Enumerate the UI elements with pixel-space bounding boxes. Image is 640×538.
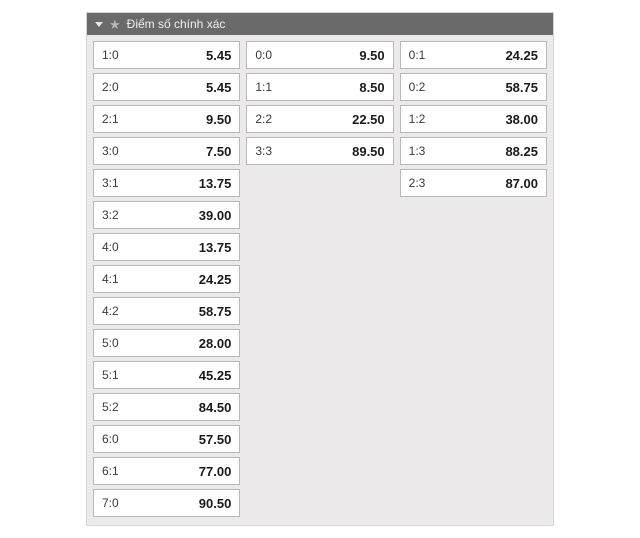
score-label: 1:1: [255, 80, 272, 94]
score-label: 4:0: [102, 240, 119, 254]
odds-value: 5.45: [206, 48, 231, 63]
odds-cell[interactable]: 0:1 24.25: [400, 41, 547, 69]
odds-cell[interactable]: 2:2 22.50: [246, 105, 393, 133]
odds-value: 28.00: [199, 336, 232, 351]
odds-value: 89.50: [352, 144, 385, 159]
odds-cell[interactable]: 3:3 89.50: [246, 137, 393, 165]
odds-column-0: 1:05.452:05.452:19.503:07.503:113.753:23…: [93, 41, 240, 517]
panel-title: Điểm số chính xác: [127, 17, 226, 31]
score-label: 0:0: [255, 48, 272, 62]
odds-columns: 1:05.452:05.452:19.503:07.503:113.753:23…: [87, 35, 553, 517]
odds-value: 24.25: [505, 48, 538, 63]
odds-cell[interactable]: 3:1 13.75: [93, 169, 240, 197]
odds-value: 9.50: [206, 112, 231, 127]
score-label: 5:0: [102, 336, 119, 350]
odds-cell[interactable]: 4:0 13.75: [93, 233, 240, 261]
odds-value: 88.25: [505, 144, 538, 159]
odds-cell[interactable]: 2:3 87.00: [400, 169, 547, 197]
score-label: 3:1: [102, 176, 119, 190]
score-label: 3:0: [102, 144, 119, 158]
odds-cell[interactable]: 5:1 45.25: [93, 361, 240, 389]
odds-cell[interactable]: 0:2 58.75: [400, 73, 547, 101]
odds-value: 7.50: [206, 144, 231, 159]
score-label: 3:2: [102, 208, 119, 222]
odds-cell[interactable]: 3:0 7.50: [93, 137, 240, 165]
odds-cell[interactable]: 5:0 28.00: [93, 329, 240, 357]
odds-value: 77.00: [199, 464, 232, 479]
odds-cell[interactable]: 0:0 9.50: [246, 41, 393, 69]
score-label: 5:1: [102, 368, 119, 382]
odds-value: 90.50: [199, 496, 232, 511]
odds-value: 58.75: [505, 80, 538, 95]
odds-column-1: 0:0 9.50 1:1 8.50 2:2 22.50 3:3 89.50: [246, 41, 393, 165]
odds-value: 24.25: [199, 272, 232, 287]
score-label: 4:1: [102, 272, 119, 286]
odds-cell[interactable]: 7:0 90.50: [93, 489, 240, 517]
odds-cell[interactable]: 1:2 38.00: [400, 105, 547, 133]
odds-cell[interactable]: 1:3 88.25: [400, 137, 547, 165]
odds-value: 39.00: [199, 208, 232, 223]
favorite-star-icon[interactable]: ★: [109, 18, 121, 31]
score-label: 2:0: [102, 80, 119, 94]
odds-value: 38.00: [505, 112, 538, 127]
odds-cell[interactable]: 2:0 5.45: [93, 73, 240, 101]
score-label: 6:1: [102, 464, 119, 478]
score-label: 2:2: [255, 112, 272, 126]
odds-cell[interactable]: 1:1 8.50: [246, 73, 393, 101]
odds-value: 58.75: [199, 304, 232, 319]
score-label: 7:0: [102, 496, 119, 510]
score-label: 1:0: [102, 48, 119, 62]
score-label: 3:3: [255, 144, 272, 158]
odds-cell[interactable]: 4:1 24.25: [93, 265, 240, 293]
odds-value: 84.50: [199, 400, 232, 415]
odds-cell[interactable]: 6:1 77.00: [93, 457, 240, 485]
odds-value: 45.25: [199, 368, 232, 383]
odds-value: 13.75: [199, 176, 232, 191]
score-label: 2:3: [409, 176, 426, 190]
score-label: 1:2: [409, 112, 426, 126]
score-label: 6:0: [102, 432, 119, 446]
score-label: 0:1: [409, 48, 426, 62]
odds-value: 87.00: [505, 176, 538, 191]
odds-value: 57.50: [199, 432, 232, 447]
score-label: 0:2: [409, 80, 426, 94]
odds-column-2: 0:1 24.25 0:2 58.75 1:2 38.00 1:3 88.25 2:3 87.00: [400, 41, 547, 197]
odds-cell[interactable]: 1:0 5.45: [93, 41, 240, 69]
odds-value: 22.50: [352, 112, 385, 127]
score-label: 2:1: [102, 112, 119, 126]
odds-cell[interactable]: 2:1 9.50: [93, 105, 240, 133]
panel-header[interactable]: ★ Điểm số chính xác: [87, 13, 553, 35]
score-label: 4:2: [102, 304, 119, 318]
odds-value: 5.45: [206, 80, 231, 95]
score-label: 1:3: [409, 144, 426, 158]
odds-cell[interactable]: 3:2 39.00: [93, 201, 240, 229]
odds-value: 8.50: [359, 80, 384, 95]
odds-cell[interactable]: 5:2 84.50: [93, 393, 240, 421]
odds-value: 13.75: [199, 240, 232, 255]
score-label: 5:2: [102, 400, 119, 414]
correct-score-panel: ★ Điểm số chính xác 1:0 5.45 2:0 5.45 2:1 9.5…: [86, 12, 554, 526]
odds-cell[interactable]: 6:0 57.50: [93, 425, 240, 453]
odds-cell[interactable]: 4:2 58.75: [93, 297, 240, 325]
odds-value: 9.50: [359, 48, 384, 63]
collapse-caret-icon: [95, 22, 103, 27]
